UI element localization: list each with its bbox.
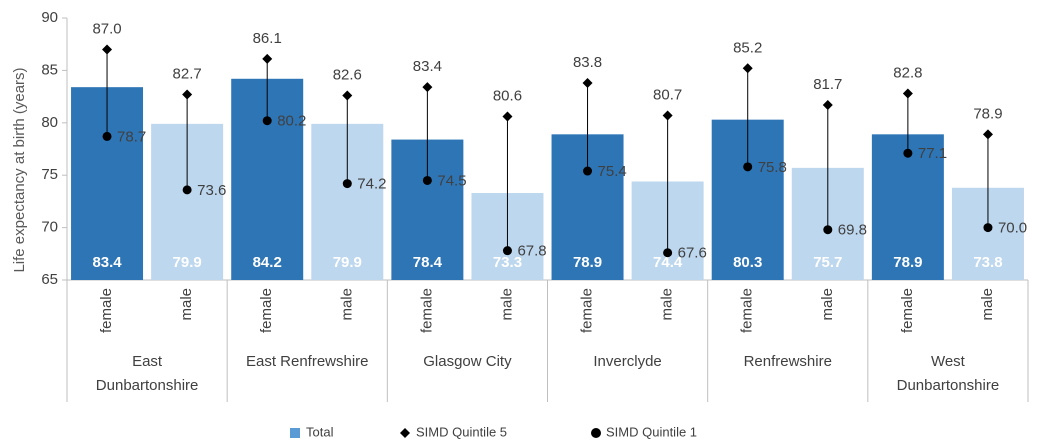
y-tick-label: 85 bbox=[41, 61, 58, 78]
group-label: Glasgow City bbox=[423, 353, 512, 370]
bar-label: 78.9 bbox=[893, 254, 922, 271]
bar-label: 79.9 bbox=[173, 254, 202, 271]
legend-label: SIMD Quintile 1 bbox=[606, 424, 697, 439]
x-tick-label: female bbox=[579, 288, 596, 333]
q5-label: 81.7 bbox=[813, 76, 842, 93]
q1-marker bbox=[502, 246, 512, 256]
bar-label: 84.2 bbox=[253, 254, 282, 271]
q1-label: 74.5 bbox=[437, 172, 466, 189]
x-tick-label: male bbox=[659, 288, 676, 321]
q1-marker bbox=[743, 162, 753, 172]
q5-marker bbox=[742, 63, 753, 74]
x-tick-label: female bbox=[418, 288, 435, 333]
q5-marker bbox=[982, 129, 993, 140]
q5-label: 85.2 bbox=[733, 39, 762, 56]
bar-label: 78.4 bbox=[413, 254, 443, 271]
x-tick-label: male bbox=[178, 288, 195, 321]
q1-label: 69.8 bbox=[838, 222, 867, 239]
bar-label: 75.7 bbox=[813, 254, 842, 271]
x-tick-label: male bbox=[498, 288, 515, 321]
legend-label: Total bbox=[306, 424, 334, 439]
bar bbox=[871, 134, 944, 280]
q1-marker bbox=[342, 179, 352, 189]
q1-marker bbox=[983, 223, 993, 233]
q5-marker bbox=[502, 111, 513, 122]
bar-label: 73.8 bbox=[973, 254, 1002, 271]
q5-label: 78.9 bbox=[973, 105, 1002, 122]
legend-swatch bbox=[400, 428, 410, 438]
q1-label: 67.8 bbox=[517, 243, 546, 260]
q5-marker bbox=[182, 89, 193, 100]
bar-label: 80.3 bbox=[733, 254, 762, 271]
group-label: East Renfrewshire bbox=[246, 353, 369, 370]
group-label: East bbox=[132, 353, 163, 370]
bar-label: 74.4 bbox=[653, 254, 683, 271]
q1-label: 77.1 bbox=[918, 145, 947, 162]
y-axis-title: Life expectancy at birth (years) bbox=[11, 67, 28, 272]
bar-label: 79.9 bbox=[333, 254, 362, 271]
q5-label: 82.6 bbox=[333, 67, 362, 84]
y-tick-label: 70 bbox=[41, 219, 58, 236]
group-label: West bbox=[931, 353, 966, 370]
q5-marker bbox=[662, 110, 673, 121]
q5-label: 86.1 bbox=[253, 30, 282, 47]
q1-marker bbox=[663, 248, 673, 258]
q5-label: 82.7 bbox=[173, 65, 202, 82]
group-label: Dunbartonshire bbox=[897, 377, 1000, 394]
group-label: Renfrewshire bbox=[744, 353, 832, 370]
q1-label: 70.0 bbox=[998, 220, 1027, 237]
q1-label: 67.6 bbox=[678, 245, 707, 262]
q5-marker bbox=[342, 90, 353, 101]
y-tick-label: 80 bbox=[41, 114, 58, 131]
q1-label: 74.2 bbox=[357, 176, 386, 193]
q5-label: 80.7 bbox=[653, 86, 682, 103]
legend-swatch bbox=[290, 428, 300, 438]
q5-marker bbox=[902, 88, 913, 99]
legend-label: SIMD Quintile 5 bbox=[416, 424, 507, 439]
x-tick-label: female bbox=[899, 288, 916, 333]
y-tick-label: 75 bbox=[41, 166, 58, 183]
q5-marker bbox=[582, 77, 593, 88]
q1-label: 78.7 bbox=[117, 128, 146, 145]
y-tick-label: 90 bbox=[41, 9, 58, 26]
q1-marker bbox=[422, 175, 432, 185]
q5-label: 83.8 bbox=[573, 54, 602, 71]
q5-marker bbox=[822, 99, 833, 110]
q5-label: 82.8 bbox=[893, 64, 922, 81]
x-tick-label: male bbox=[819, 288, 836, 321]
legend-swatch bbox=[591, 428, 601, 438]
bar-label: 78.9 bbox=[573, 254, 602, 271]
x-tick-label: female bbox=[258, 288, 275, 333]
q1-marker bbox=[903, 148, 913, 158]
q1-label: 75.8 bbox=[758, 159, 787, 176]
q1-marker bbox=[102, 131, 112, 141]
q5-marker bbox=[422, 82, 433, 93]
q5-label: 87.0 bbox=[92, 20, 121, 37]
y-tick-label: 65 bbox=[41, 271, 58, 288]
x-tick-label: female bbox=[739, 288, 756, 333]
q5-marker bbox=[262, 53, 273, 64]
q1-marker bbox=[182, 185, 192, 195]
x-tick-label: male bbox=[979, 288, 996, 321]
x-tick-label: male bbox=[338, 288, 355, 321]
q1-label: 75.4 bbox=[598, 163, 627, 180]
q1-marker bbox=[823, 225, 833, 235]
q1-marker bbox=[583, 166, 593, 176]
x-tick-label: female bbox=[98, 288, 115, 333]
q5-label: 80.6 bbox=[493, 87, 522, 104]
q5-label: 83.4 bbox=[413, 58, 442, 75]
q5-marker bbox=[102, 44, 113, 55]
q1-label: 73.6 bbox=[197, 182, 226, 199]
q1-marker bbox=[262, 116, 272, 126]
q1-label: 80.2 bbox=[277, 113, 306, 130]
group-label: Inverclyde bbox=[593, 353, 661, 370]
bar-label: 73.3 bbox=[493, 254, 522, 271]
bar-label: 83.4 bbox=[92, 254, 122, 271]
group-label: Dunbartonshire bbox=[96, 377, 199, 394]
